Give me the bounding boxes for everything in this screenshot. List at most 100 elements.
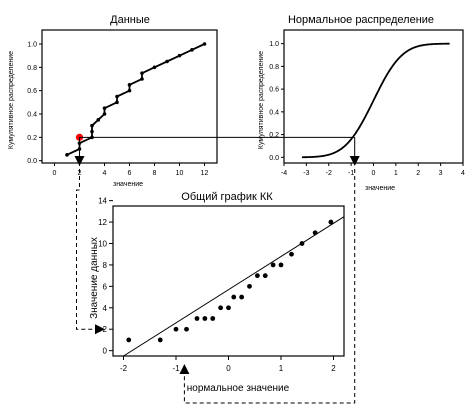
normal-chart-y-label: Кумулятивное распределение — [258, 51, 265, 149]
qq-x-tick-label: -1 — [172, 364, 180, 373]
data-chart-x-ticks: 0 2 4 6 8 10 12 — [53, 163, 209, 177]
qq-point — [270, 262, 276, 268]
qq-x-tick-label: -2 — [120, 364, 128, 373]
connector-lines — [74, 136, 360, 404]
qq-point — [218, 305, 224, 311]
qq-point — [210, 316, 216, 321]
data-y-tick-label: 1.0 — [27, 42, 37, 49]
normal-y-tick-label: 0.4 — [269, 109, 279, 116]
data-arrow-down — [74, 156, 85, 166]
data-y-tick-label: 0.0 — [27, 158, 37, 165]
qq-point — [312, 230, 318, 236]
normal-x-tick-label: 1 — [394, 170, 398, 177]
normal-chart-title: Нормальное распределение — [288, 14, 434, 26]
data-to-qq-dashed-connector — [76, 169, 95, 330]
data-point — [127, 83, 132, 87]
qq-chart-x-label: нормальное значение — [187, 383, 290, 394]
data-y-tick-label: 0.4 — [27, 112, 37, 119]
qq-point — [262, 273, 268, 279]
data-point — [96, 118, 101, 122]
qq-point — [226, 305, 231, 311]
qq-x-tick-label: 1 — [279, 364, 284, 373]
normal-x-tick-label: 0 — [372, 170, 376, 177]
qq-point — [328, 219, 334, 225]
qq-chart-x-ticks: -2 -1 0 1 2 — [120, 356, 336, 373]
data-chart-title: Данные — [110, 14, 150, 26]
normal-x-tick-label: 2 — [416, 170, 420, 177]
data-x-tick-label: 2 — [78, 170, 82, 177]
qq-chart-frame — [112, 205, 345, 357]
qq-y-arrow — [95, 324, 105, 335]
qq-chart-y-ticks: 0 2 4 6 8 10 12 14 — [98, 197, 113, 356]
qq-point — [194, 316, 200, 321]
normal-x-tick-label: 4 — [461, 170, 465, 177]
qq-chart-title: Общий график КК — [181, 191, 273, 203]
normal-x-tick-label: -2 — [326, 170, 332, 177]
data-chart-y-ticks: 0.0 0.2 0.4 0.6 0.8 1.0 — [27, 42, 42, 165]
data-point — [190, 48, 194, 52]
qq-y-tick-label: 4 — [103, 304, 108, 313]
normal-arrow-down — [349, 156, 360, 166]
normal-chart-series — [301, 42, 450, 159]
data-chart-series — [65, 42, 207, 157]
qq-chart: Общий график КК нормальное значение Знач… — [89, 191, 345, 394]
qq-point — [299, 241, 305, 246]
qq-y-tick-label: 12 — [98, 218, 107, 227]
data-point — [65, 153, 69, 157]
data-point — [90, 129, 94, 134]
data-point — [115, 100, 119, 105]
data-y-tick-label: 0.2 — [27, 135, 37, 142]
normal-chart-x-ticks: -4 -3 -2 -1 0 1 2 3 4 — [281, 163, 465, 177]
normal-chart-x-label: значение — [365, 185, 395, 192]
data-point — [127, 88, 132, 93]
data-x-tick-label: 8 — [153, 170, 157, 177]
normal-x-tick-label: -4 — [281, 170, 287, 177]
normal-y-tick-label: 0.6 — [269, 87, 279, 94]
qq-point — [254, 273, 260, 279]
qq-point — [239, 294, 245, 300]
qq-chart-y-label: Значение данных — [89, 237, 100, 319]
data-point — [202, 42, 207, 46]
normal-to-qq-dashed-connector — [183, 169, 356, 404]
qq-point — [173, 326, 179, 332]
normal-y-tick-label: 0.2 — [269, 132, 279, 139]
data-point — [115, 94, 119, 99]
qq-y-tick-label: 10 — [98, 240, 107, 249]
normal-chart: Нормальное распределение значение Кумуля… — [258, 14, 465, 192]
data-y-tick-label: 0.6 — [27, 88, 37, 95]
qq-y-tick-label: 2 — [103, 325, 108, 334]
data-x-tick-label: 12 — [201, 170, 209, 177]
normal-cdf-curve — [301, 42, 450, 159]
normal-chart-y-ticks: 0.0 0.2 0.4 0.6 0.8 1.0 — [269, 41, 284, 162]
qq-y-tick-label: 8 — [103, 261, 108, 270]
data-point — [102, 106, 107, 110]
data-chart-y-label: Кумулятивное распределение — [8, 51, 15, 149]
data-x-tick-label: 0 — [53, 170, 57, 177]
qq-y-tick-label: 0 — [103, 347, 108, 356]
normal-x-tick-label: 3 — [439, 170, 443, 177]
qq-point — [126, 337, 132, 343]
qq-point — [247, 283, 252, 289]
qq-point — [157, 337, 163, 343]
data-point — [152, 65, 157, 70]
data-point — [140, 71, 144, 75]
qq-point — [184, 326, 189, 332]
normal-y-tick-label: 0.8 — [269, 64, 279, 71]
data-point — [102, 112, 107, 116]
qq-y-tick-label: 6 — [103, 282, 108, 291]
data-point — [165, 59, 169, 64]
data-chart-x-label: значение — [113, 181, 143, 188]
qq-point — [231, 294, 237, 300]
qq-x-tick-label: 0 — [226, 364, 231, 373]
data-y-tick-label: 0.8 — [27, 65, 37, 72]
data-x-tick-label: 6 — [128, 170, 132, 177]
normal-x-tick-label: -1 — [348, 170, 354, 177]
data-x-tick-label: 10 — [176, 170, 184, 177]
qq-point — [289, 251, 294, 257]
data-point — [177, 53, 182, 58]
normal-y-tick-label: 1.0 — [269, 41, 279, 48]
data-x-tick-label: 4 — [103, 170, 107, 177]
normal-y-tick-label: 0.0 — [269, 155, 279, 162]
normal-x-tick-label: -3 — [303, 170, 309, 177]
